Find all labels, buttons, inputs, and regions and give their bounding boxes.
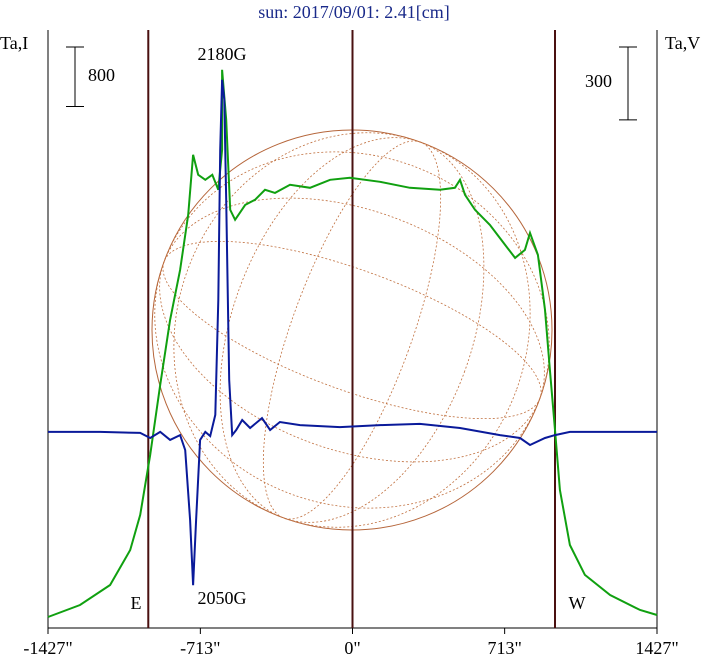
x-tick-label: -713" bbox=[180, 638, 220, 658]
y-axis-label: Ta,I bbox=[0, 33, 28, 53]
x-tick-label: 1427" bbox=[635, 638, 678, 658]
series-line bbox=[48, 79, 657, 586]
annotation: 2050G bbox=[198, 588, 247, 608]
x-tick-label: 0" bbox=[344, 638, 360, 658]
annotation: 2180G bbox=[198, 44, 247, 64]
scale-bar-label: 300 bbox=[585, 71, 612, 91]
x-tick-label: 713" bbox=[487, 638, 521, 658]
series-line bbox=[47, 69, 658, 618]
parallel bbox=[154, 151, 550, 509]
chart-title: sun: 2017/09/01: 2.41[cm] bbox=[258, 2, 450, 22]
annotation: W bbox=[569, 593, 586, 613]
y2-axis-label: Ta,V bbox=[665, 33, 700, 53]
x-tick-label: -1427" bbox=[23, 638, 72, 658]
annotation: E bbox=[131, 593, 142, 613]
scale-bar-label: 800 bbox=[88, 65, 115, 85]
